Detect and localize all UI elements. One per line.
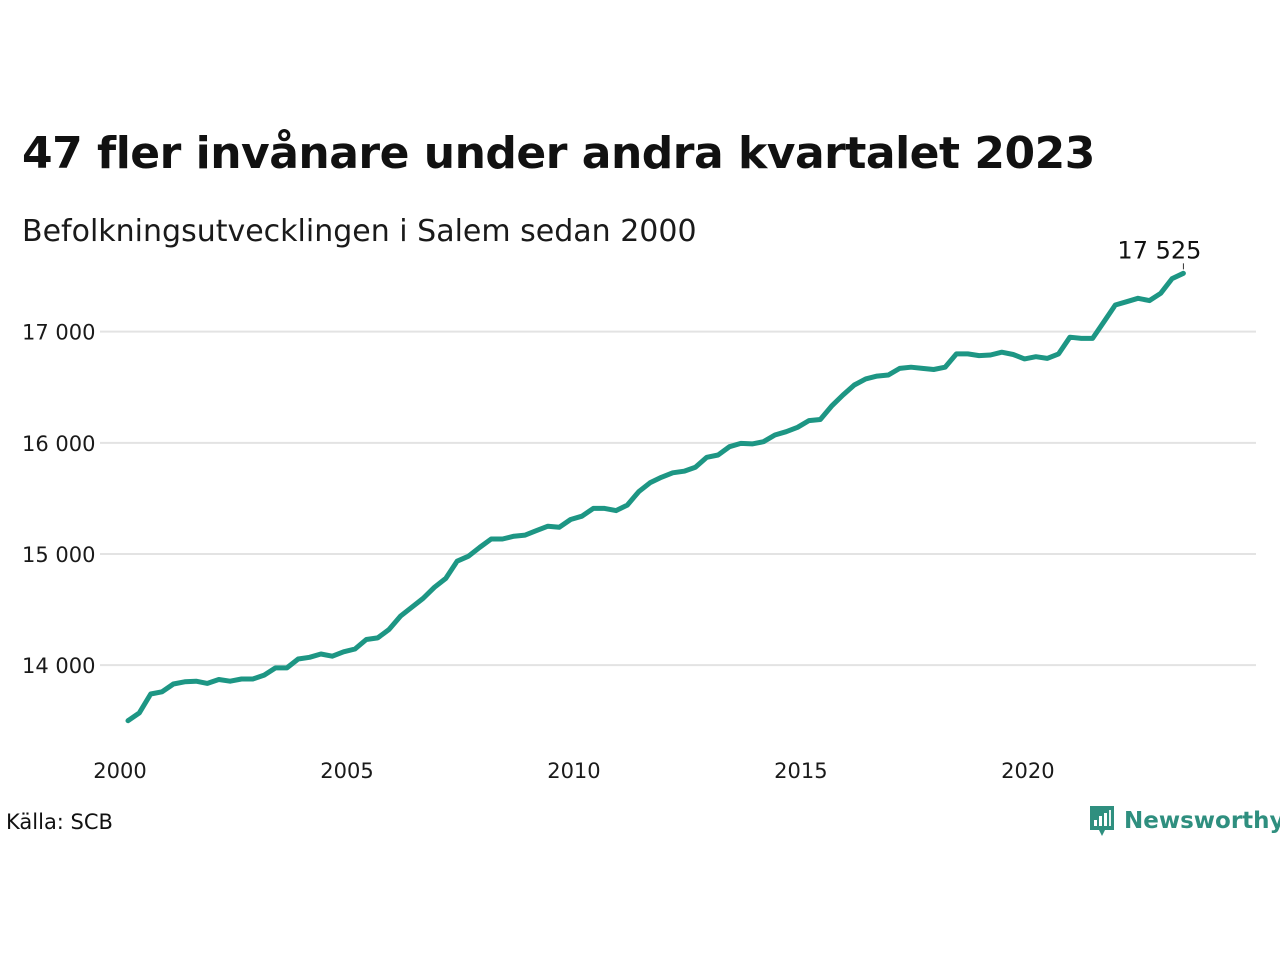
x-tick-label: 2015: [774, 759, 827, 783]
y-tick-label: 17 000: [22, 321, 95, 345]
x-axis-tick-labels: 2000 2005 2010 2015 2020: [93, 759, 1054, 783]
newsworthy-logo-icon: [1090, 806, 1114, 836]
source-note: Källa: SCB: [6, 810, 113, 834]
x-tick-label: 2010: [547, 759, 600, 783]
y-tick-label: 14 000: [22, 654, 95, 678]
brand-name: Newsworthy: [1124, 808, 1280, 834]
chart-subtitle: Befolkningsutvecklingen i Salem sedan 20…: [22, 214, 697, 249]
chart-title: 47 fler invånare under andra kvartalet 2…: [22, 128, 1095, 179]
gridlines: [100, 330, 1256, 667]
end-value-label: 17 525: [1117, 236, 1201, 264]
y-axis-tick-labels: 14 000 15 000 16 000 17 000: [22, 321, 95, 678]
x-tick-label: 2005: [320, 759, 373, 783]
y-tick-label: 16 000: [22, 432, 95, 456]
series-line: [125, 270, 1186, 724]
x-tick-label: 2000: [93, 759, 146, 783]
y-tick-label: 15 000: [22, 543, 95, 567]
brand-logo: Newsworthy: [1088, 804, 1280, 838]
series-group: [125, 270, 1186, 724]
end-annotation: 17 525: [1117, 236, 1201, 270]
x-tick-label: 2020: [1001, 759, 1054, 783]
